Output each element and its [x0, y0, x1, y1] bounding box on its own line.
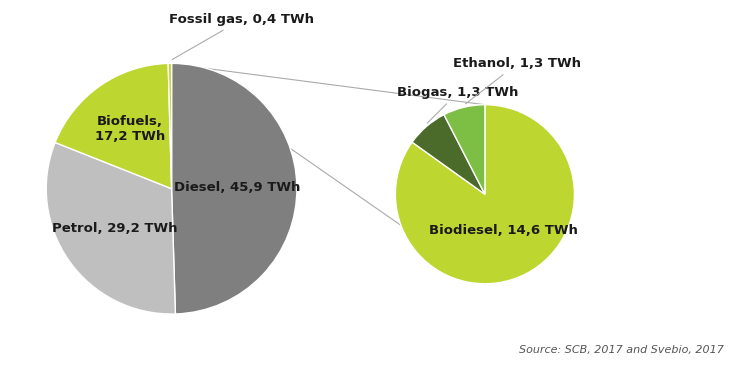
- Text: Biofuels,
17,2 TWh: Biofuels, 17,2 TWh: [95, 115, 165, 143]
- Wedge shape: [172, 63, 297, 314]
- Text: Ethanol, 1,3 TWh: Ethanol, 1,3 TWh: [454, 57, 581, 104]
- Wedge shape: [168, 63, 172, 189]
- Text: Diesel, 45,9 TWh: Diesel, 45,9 TWh: [174, 181, 300, 194]
- Wedge shape: [444, 105, 485, 194]
- Text: Biodiesel, 14,6 TWh: Biodiesel, 14,6 TWh: [429, 223, 577, 236]
- Text: Fossil gas, 0,4 TWh: Fossil gas, 0,4 TWh: [169, 13, 314, 60]
- Wedge shape: [46, 142, 175, 314]
- Wedge shape: [395, 105, 574, 284]
- Text: Source: SCB, 2017 and Svebio, 2017: Source: SCB, 2017 and Svebio, 2017: [518, 345, 724, 355]
- Wedge shape: [55, 63, 172, 189]
- Text: Biogas, 1,3 TWh: Biogas, 1,3 TWh: [397, 86, 518, 123]
- Wedge shape: [412, 115, 485, 194]
- Text: Petrol, 29,2 TWh: Petrol, 29,2 TWh: [52, 222, 178, 235]
